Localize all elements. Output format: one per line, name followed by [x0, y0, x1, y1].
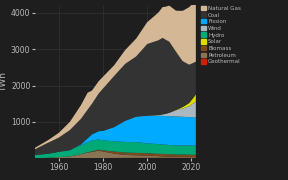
Legend: Natural Gas, Coal, Fission, Wind, Hydro, Solar, Biomass, Petroleum, Geothermal: Natural Gas, Coal, Fission, Wind, Hydro,… — [200, 5, 241, 65]
Y-axis label: TWh: TWh — [0, 72, 8, 92]
